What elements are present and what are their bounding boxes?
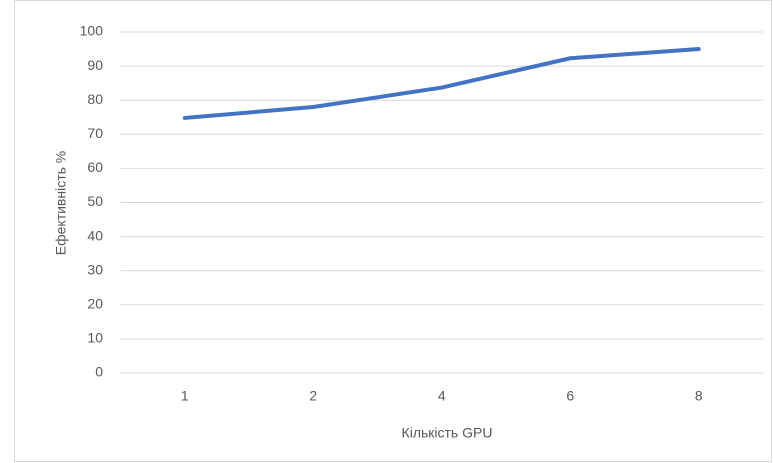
y-tick-label: 90 [87, 57, 103, 73]
y-tick-label: 40 [87, 227, 103, 243]
x-tick-label: 6 [566, 388, 574, 404]
y-tick-label: 70 [87, 125, 103, 141]
chart-border [14, 0, 772, 462]
x-axis-label: Кількість GPU [402, 425, 493, 441]
data-line [182, 47, 701, 120]
y-tick-label: 100 [80, 23, 104, 39]
x-tick-label: 8 [695, 388, 703, 404]
y-tick-label: 60 [87, 159, 103, 175]
y-axis-label: Ефективність % [53, 151, 69, 255]
x-tick-label: 1 [181, 388, 189, 404]
x-tick-label: 2 [309, 388, 317, 404]
x-tick-label: 4 [438, 388, 446, 404]
y-tick-label: 50 [87, 193, 103, 209]
y-tick-label: 0 [95, 364, 103, 380]
y-tick-label: 80 [87, 91, 103, 107]
y-tick-label: 30 [87, 261, 103, 277]
y-tick-label: 10 [87, 330, 103, 346]
y-tick-label: 20 [87, 296, 103, 312]
